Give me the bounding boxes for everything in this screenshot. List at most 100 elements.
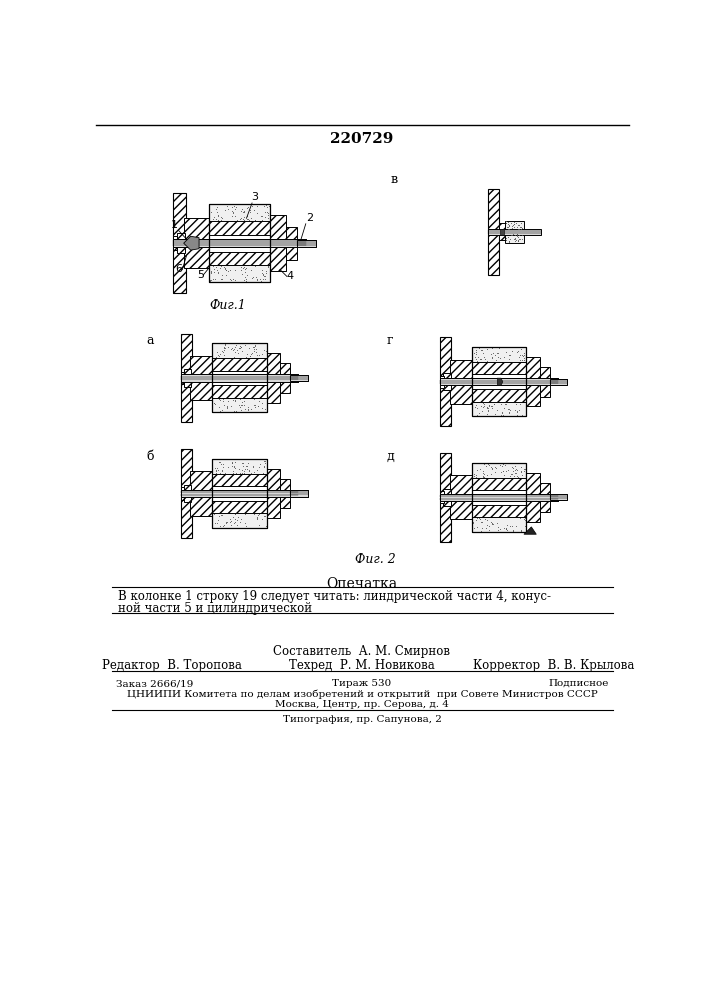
Point — [259, 209, 271, 225]
Point — [233, 357, 244, 373]
Point — [257, 472, 268, 488]
Point — [234, 492, 245, 508]
Point — [253, 480, 264, 496]
Point — [211, 344, 222, 360]
Point — [518, 358, 530, 374]
Point — [222, 514, 233, 530]
Point — [515, 215, 526, 231]
Point — [252, 398, 264, 414]
Point — [242, 498, 253, 514]
Point — [504, 377, 515, 393]
Point — [255, 456, 266, 472]
Point — [513, 227, 525, 243]
Point — [223, 226, 235, 242]
Point — [221, 387, 232, 403]
Point — [232, 517, 243, 533]
Point — [246, 486, 257, 502]
Point — [244, 213, 255, 229]
Point — [238, 481, 249, 497]
Text: г: г — [387, 334, 393, 347]
Point — [470, 506, 481, 522]
Point — [234, 371, 245, 387]
Point — [245, 229, 257, 245]
Bar — [472, 347, 527, 416]
Bar — [270, 215, 286, 271]
Point — [508, 488, 519, 504]
Point — [479, 398, 490, 414]
Text: Москва, Центр, пр. Серова, д. 4: Москва, Центр, пр. Серова, д. 4 — [275, 700, 449, 709]
Point — [212, 382, 223, 398]
Point — [486, 515, 498, 531]
Point — [248, 470, 259, 486]
Point — [257, 271, 269, 287]
Point — [254, 353, 265, 369]
Point — [260, 238, 271, 254]
Point — [501, 522, 513, 538]
Point — [216, 368, 228, 384]
Point — [230, 373, 242, 389]
Point — [239, 490, 250, 506]
Point — [210, 368, 221, 384]
Point — [247, 486, 259, 502]
Point — [512, 462, 523, 478]
Point — [221, 399, 233, 415]
Point — [235, 476, 247, 492]
Point — [491, 345, 503, 361]
Point — [467, 493, 479, 509]
Text: Техред  Р. М. Новикова: Техред Р. М. Новикова — [289, 659, 435, 672]
Point — [218, 340, 230, 356]
Point — [246, 490, 257, 506]
Point — [214, 474, 225, 490]
Point — [469, 520, 480, 536]
Point — [250, 380, 261, 396]
Point — [507, 227, 518, 243]
Point — [493, 340, 504, 356]
Point — [474, 504, 486, 520]
Point — [493, 371, 504, 387]
Point — [469, 362, 480, 378]
Point — [240, 379, 251, 395]
Point — [209, 460, 221, 476]
Point — [238, 229, 250, 245]
Point — [236, 370, 247, 386]
Point — [476, 351, 487, 367]
Point — [491, 488, 502, 504]
Point — [211, 366, 223, 382]
Point — [509, 462, 520, 478]
Point — [230, 217, 241, 233]
Point — [481, 400, 493, 416]
Point — [485, 383, 496, 399]
Point — [506, 372, 517, 388]
Point — [486, 471, 497, 487]
Point — [513, 217, 524, 233]
Point — [490, 352, 501, 368]
Point — [245, 496, 257, 512]
Point — [241, 260, 252, 276]
Point — [496, 393, 508, 409]
Point — [233, 248, 245, 264]
Point — [252, 198, 263, 214]
Point — [252, 507, 263, 523]
Point — [263, 198, 274, 214]
Point — [484, 522, 495, 538]
Point — [211, 241, 222, 257]
Point — [472, 490, 484, 506]
Point — [238, 359, 249, 375]
Point — [517, 227, 528, 243]
Point — [235, 511, 247, 527]
Point — [238, 377, 249, 393]
Point — [519, 518, 530, 534]
Point — [484, 471, 496, 487]
Bar — [291, 490, 308, 497]
Point — [259, 401, 271, 417]
Point — [472, 499, 483, 515]
Point — [503, 401, 514, 417]
Bar — [488, 189, 499, 275]
Bar — [190, 356, 212, 374]
Point — [206, 253, 218, 269]
Point — [477, 399, 489, 415]
Point — [234, 340, 245, 356]
Point — [478, 365, 489, 381]
Point — [233, 217, 245, 233]
Point — [486, 489, 497, 505]
